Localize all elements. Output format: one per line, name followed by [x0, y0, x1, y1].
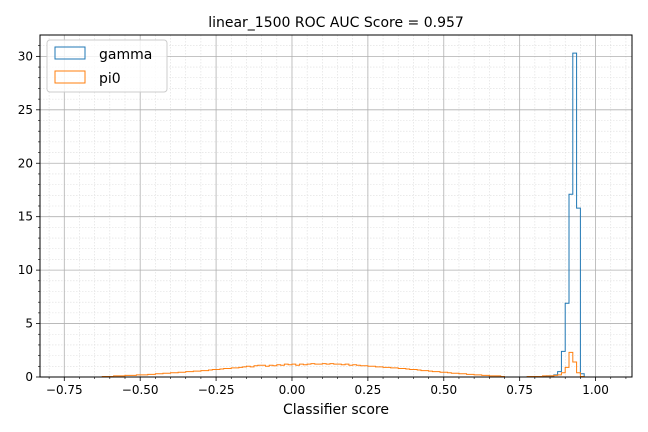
x-tick-label: −0.50 — [122, 383, 159, 397]
y-tick-label: 5 — [25, 317, 33, 331]
legend: gamma pi0 — [46, 39, 168, 93]
x-tick-label: −0.75 — [46, 383, 83, 397]
x-tick-label: 0.75 — [506, 383, 533, 397]
chart-title: linear_1500 ROC AUC Score = 0.957 — [208, 15, 464, 31]
x-tick-label: 1.00 — [582, 383, 609, 397]
y-tick-label: 15 — [18, 210, 33, 224]
histogram-step-pi0 — [526, 351, 585, 377]
y-tick-label: 0 — [25, 370, 33, 384]
y-axis-ticks: 0 5 10 15 20 25 30 — [18, 45, 40, 384]
histogram-step-gamma — [526, 52, 585, 377]
x-axis-ticks: −0.75 −0.50 −0.25 0.00 0.25 0.50 0.75 1.00 — [46, 377, 627, 397]
histogram-series — [101, 52, 585, 377]
y-tick-label: 30 — [18, 49, 33, 63]
y-tick-label: 20 — [18, 156, 33, 170]
histogram-step-pi0 — [101, 363, 505, 377]
y-tick-label: 10 — [18, 263, 33, 277]
legend-label-gamma: gamma — [99, 47, 152, 63]
legend-swatch-gamma — [54, 46, 86, 60]
legend-label-pi0: pi0 — [99, 71, 121, 87]
x-tick-label: 0.50 — [430, 383, 457, 397]
x-tick-label: 0.25 — [355, 383, 382, 397]
x-tick-label: 0.00 — [279, 383, 306, 397]
legend-swatch-pi0 — [54, 70, 86, 84]
y-tick-label: 25 — [18, 103, 33, 117]
legend-box — [46, 39, 168, 93]
x-axis-label: Classifier score — [283, 402, 389, 418]
x-tick-label: −0.25 — [198, 383, 235, 397]
